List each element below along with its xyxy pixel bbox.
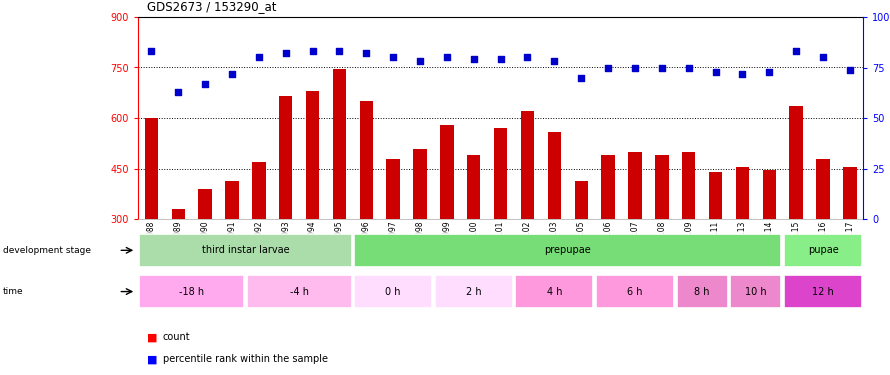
Text: percentile rank within the sample: percentile rank within the sample — [163, 354, 328, 364]
Point — [413, 58, 427, 64]
Text: 8 h: 8 h — [694, 286, 710, 297]
Point — [816, 54, 830, 60]
Bar — [602, 155, 615, 219]
Bar — [676, 275, 728, 308]
Bar — [547, 132, 561, 219]
Point — [332, 48, 346, 54]
Text: 6 h: 6 h — [627, 286, 643, 297]
Bar — [225, 181, 239, 219]
Bar — [515, 275, 594, 308]
Bar — [494, 128, 507, 219]
Point — [762, 69, 776, 75]
Text: -18 h: -18 h — [179, 286, 204, 297]
Bar — [789, 106, 803, 219]
Bar — [655, 155, 668, 219]
Bar — [247, 275, 352, 308]
Bar — [575, 181, 588, 219]
Text: 12 h: 12 h — [813, 286, 834, 297]
Bar — [172, 209, 185, 219]
Point — [547, 58, 562, 64]
Bar — [816, 159, 829, 219]
Bar — [763, 170, 776, 219]
Point — [735, 70, 749, 76]
Bar — [252, 162, 265, 219]
Bar — [198, 189, 212, 219]
Point — [682, 64, 696, 70]
Bar — [843, 167, 856, 219]
Point — [360, 50, 374, 56]
Point — [843, 66, 857, 72]
Bar — [145, 118, 158, 219]
Point — [521, 54, 535, 60]
Text: ■: ■ — [147, 333, 158, 342]
Bar — [354, 275, 433, 308]
Point — [440, 54, 454, 60]
Point — [627, 64, 642, 70]
Bar — [731, 275, 781, 308]
Point — [144, 48, 158, 54]
Point — [305, 48, 320, 54]
Text: time: time — [3, 287, 23, 296]
Bar — [441, 125, 454, 219]
Text: 2 h: 2 h — [466, 286, 481, 297]
Text: pupae: pupae — [807, 245, 838, 255]
Text: prepupae: prepupae — [545, 245, 591, 255]
Point — [466, 56, 481, 62]
Bar — [354, 234, 781, 267]
Text: GDS2673 / 153290_at: GDS2673 / 153290_at — [147, 0, 277, 13]
Point — [198, 81, 212, 87]
Point — [386, 54, 400, 60]
Text: -4 h: -4 h — [289, 286, 309, 297]
Bar — [435, 275, 513, 308]
Point — [225, 70, 239, 76]
Bar — [140, 275, 244, 308]
Point — [493, 56, 507, 62]
Text: third instar larvae: third instar larvae — [202, 245, 289, 255]
Bar — [708, 172, 723, 219]
Bar — [413, 148, 426, 219]
Bar — [306, 91, 320, 219]
Point — [655, 64, 669, 70]
Point — [574, 75, 588, 81]
Bar — [333, 69, 346, 219]
Text: 0 h: 0 h — [385, 286, 400, 297]
Bar — [360, 101, 373, 219]
Text: ■: ■ — [147, 354, 158, 364]
Text: count: count — [163, 333, 190, 342]
Point — [708, 69, 723, 75]
Bar — [140, 234, 352, 267]
Bar — [784, 275, 862, 308]
Point — [252, 54, 266, 60]
Text: development stage: development stage — [3, 246, 91, 255]
Bar — [467, 155, 481, 219]
Bar — [521, 111, 534, 219]
Bar — [736, 167, 749, 219]
Point — [279, 50, 293, 56]
Point — [601, 64, 615, 70]
Point — [171, 89, 185, 95]
Bar — [784, 234, 862, 267]
Text: 4 h: 4 h — [546, 286, 562, 297]
Bar — [628, 152, 642, 219]
Bar — [682, 152, 695, 219]
Text: 10 h: 10 h — [745, 286, 766, 297]
Bar — [596, 275, 674, 308]
Bar — [279, 96, 293, 219]
Bar — [386, 159, 400, 219]
Point — [789, 48, 804, 54]
